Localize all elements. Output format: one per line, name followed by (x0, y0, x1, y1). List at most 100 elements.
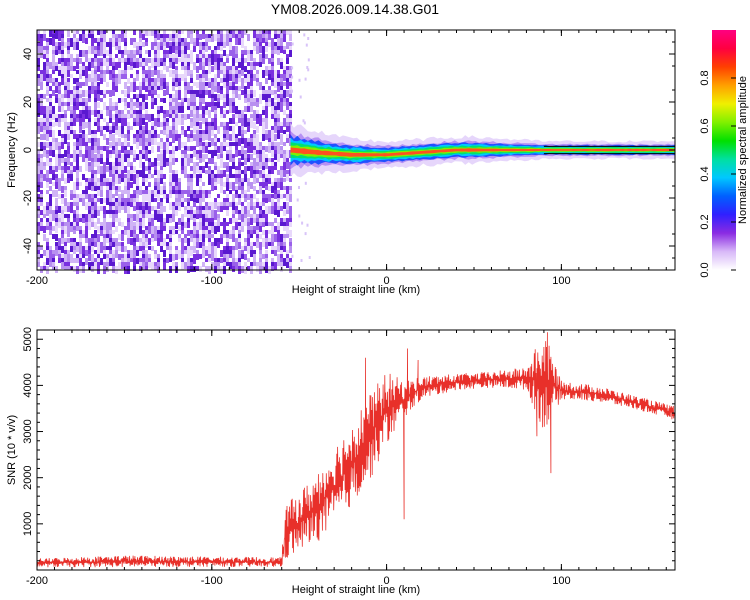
spectrogram-cell (115, 126, 118, 132)
spectrogram-cell (229, 74, 232, 81)
spectrogram-cell (178, 38, 181, 42)
spectrogram-cell (43, 234, 46, 241)
spectrogram-cell (205, 42, 208, 46)
spectrogram-cell (64, 110, 67, 114)
spectrogram-cell (103, 42, 106, 50)
spectrogram-cell (157, 74, 160, 79)
spectrogram-cell (136, 46, 139, 53)
spectrogram-cell (97, 114, 100, 121)
spectrogram-cell (73, 42, 76, 50)
spectrogram-cell (79, 102, 82, 106)
spectrogram-cell (259, 114, 262, 122)
spectrogram-cell (49, 142, 52, 149)
spectrogram-cell (79, 74, 82, 79)
snr-y-axis-title: SNR (10 * v/v) (6, 415, 18, 485)
spectrogram-cell (181, 98, 184, 103)
spectrogram-cell (211, 66, 214, 72)
spectrogram-cell (94, 258, 97, 265)
spectrogram-cell (100, 74, 103, 78)
spectrogram-cell (169, 194, 172, 198)
spectrogram-cell (259, 158, 262, 164)
spectrogram-cell (52, 146, 55, 152)
spectrogram-cell (37, 182, 40, 187)
spectrogram-cell (190, 106, 193, 112)
spectrogram-cell (163, 174, 166, 179)
spectrogram-cell (163, 98, 166, 103)
spectrogram-cell (223, 162, 226, 168)
y-tick-label: 5000 (22, 327, 34, 351)
spectrogram-cell (139, 54, 142, 61)
spectrogram-cell (226, 42, 229, 46)
spectrogram-cell (127, 162, 130, 167)
spectrogram-cell (151, 198, 154, 202)
spectrogram-cell (121, 70, 124, 74)
x-tick-label: 100 (552, 575, 570, 587)
spectrogram-cell (308, 256, 311, 259)
spectrogram-cell (106, 90, 109, 94)
spectrogram-cell (70, 110, 73, 114)
spectrogram-cell (94, 182, 97, 186)
spectrogram-cell (181, 226, 184, 233)
spectrogram-cell (157, 186, 160, 190)
spectrogram-cell (229, 134, 232, 141)
spectrogram-cell (205, 82, 208, 88)
spectrogram-cell (271, 46, 274, 50)
spectrogram-cell (232, 30, 235, 38)
spectrogram-cell (136, 186, 139, 191)
spectrogram-cell (214, 202, 217, 209)
spectrogram-cell (241, 146, 244, 150)
spectrogram-cell (274, 118, 277, 125)
spectrogram-cell (241, 54, 244, 59)
spectrogram-cell (283, 258, 286, 266)
spectrogram-cell (58, 206, 61, 213)
spectrogram-cell (247, 246, 250, 254)
spectrogram-cell (187, 210, 190, 216)
spectrogram-cell (58, 30, 61, 37)
spectrogram-cell (151, 82, 154, 86)
spectrogram-cell (271, 206, 274, 212)
spectrogram-cell (109, 70, 112, 77)
spectrogram-cell (79, 214, 82, 221)
spectrogram-cell (91, 46, 94, 54)
spectrogram-cell (97, 118, 100, 125)
spectrogram-cell (100, 198, 103, 204)
spectrogram-cell (175, 118, 178, 126)
spectrogram-cell (109, 202, 112, 209)
spectrogram-cell (184, 78, 187, 84)
spectrogram-cell (61, 142, 64, 149)
spectrogram-cell (145, 206, 148, 210)
spectrogram-cell (226, 154, 229, 160)
spectrogram-cell (64, 122, 67, 130)
spectrogram-cell (91, 194, 94, 198)
spectrogram-cell (91, 134, 94, 141)
spectrogram-cell (97, 50, 100, 56)
spectrogram-cell (115, 166, 118, 172)
spectrogram-cell (202, 86, 205, 90)
spectrogram-cell (67, 54, 70, 58)
spectrogram-cell (247, 234, 250, 240)
spectrogram-cell (52, 110, 55, 116)
spectrogram-cell (139, 126, 142, 132)
spectrogram-cell (46, 218, 49, 223)
spectrogram-cell (265, 94, 268, 99)
spectrogram-cell (217, 238, 220, 243)
spectrogram-cell (190, 154, 193, 158)
spectrogram-cell (67, 46, 70, 53)
spectrogram-cell (247, 94, 250, 98)
spectrogram-cell (232, 74, 235, 78)
spectrogram-cell (259, 210, 262, 215)
spectrogram-cell (277, 254, 280, 260)
spectrogram-cell (229, 118, 232, 124)
spectrogram-cell (223, 98, 226, 105)
x-tick-label: -200 (26, 575, 48, 587)
spectrogram-cell (199, 58, 202, 65)
spectrogram-cell (277, 98, 280, 102)
spectrogram-cell (157, 230, 160, 237)
spectrogram-cell (277, 86, 280, 92)
spectrogram-cell (160, 142, 163, 149)
spectrogram-cell (85, 134, 88, 142)
spectrogram-cell (139, 150, 142, 156)
spectrogram-cell (94, 162, 97, 167)
spectrogram-cell (139, 218, 142, 225)
spectrogram-cell (289, 206, 292, 214)
